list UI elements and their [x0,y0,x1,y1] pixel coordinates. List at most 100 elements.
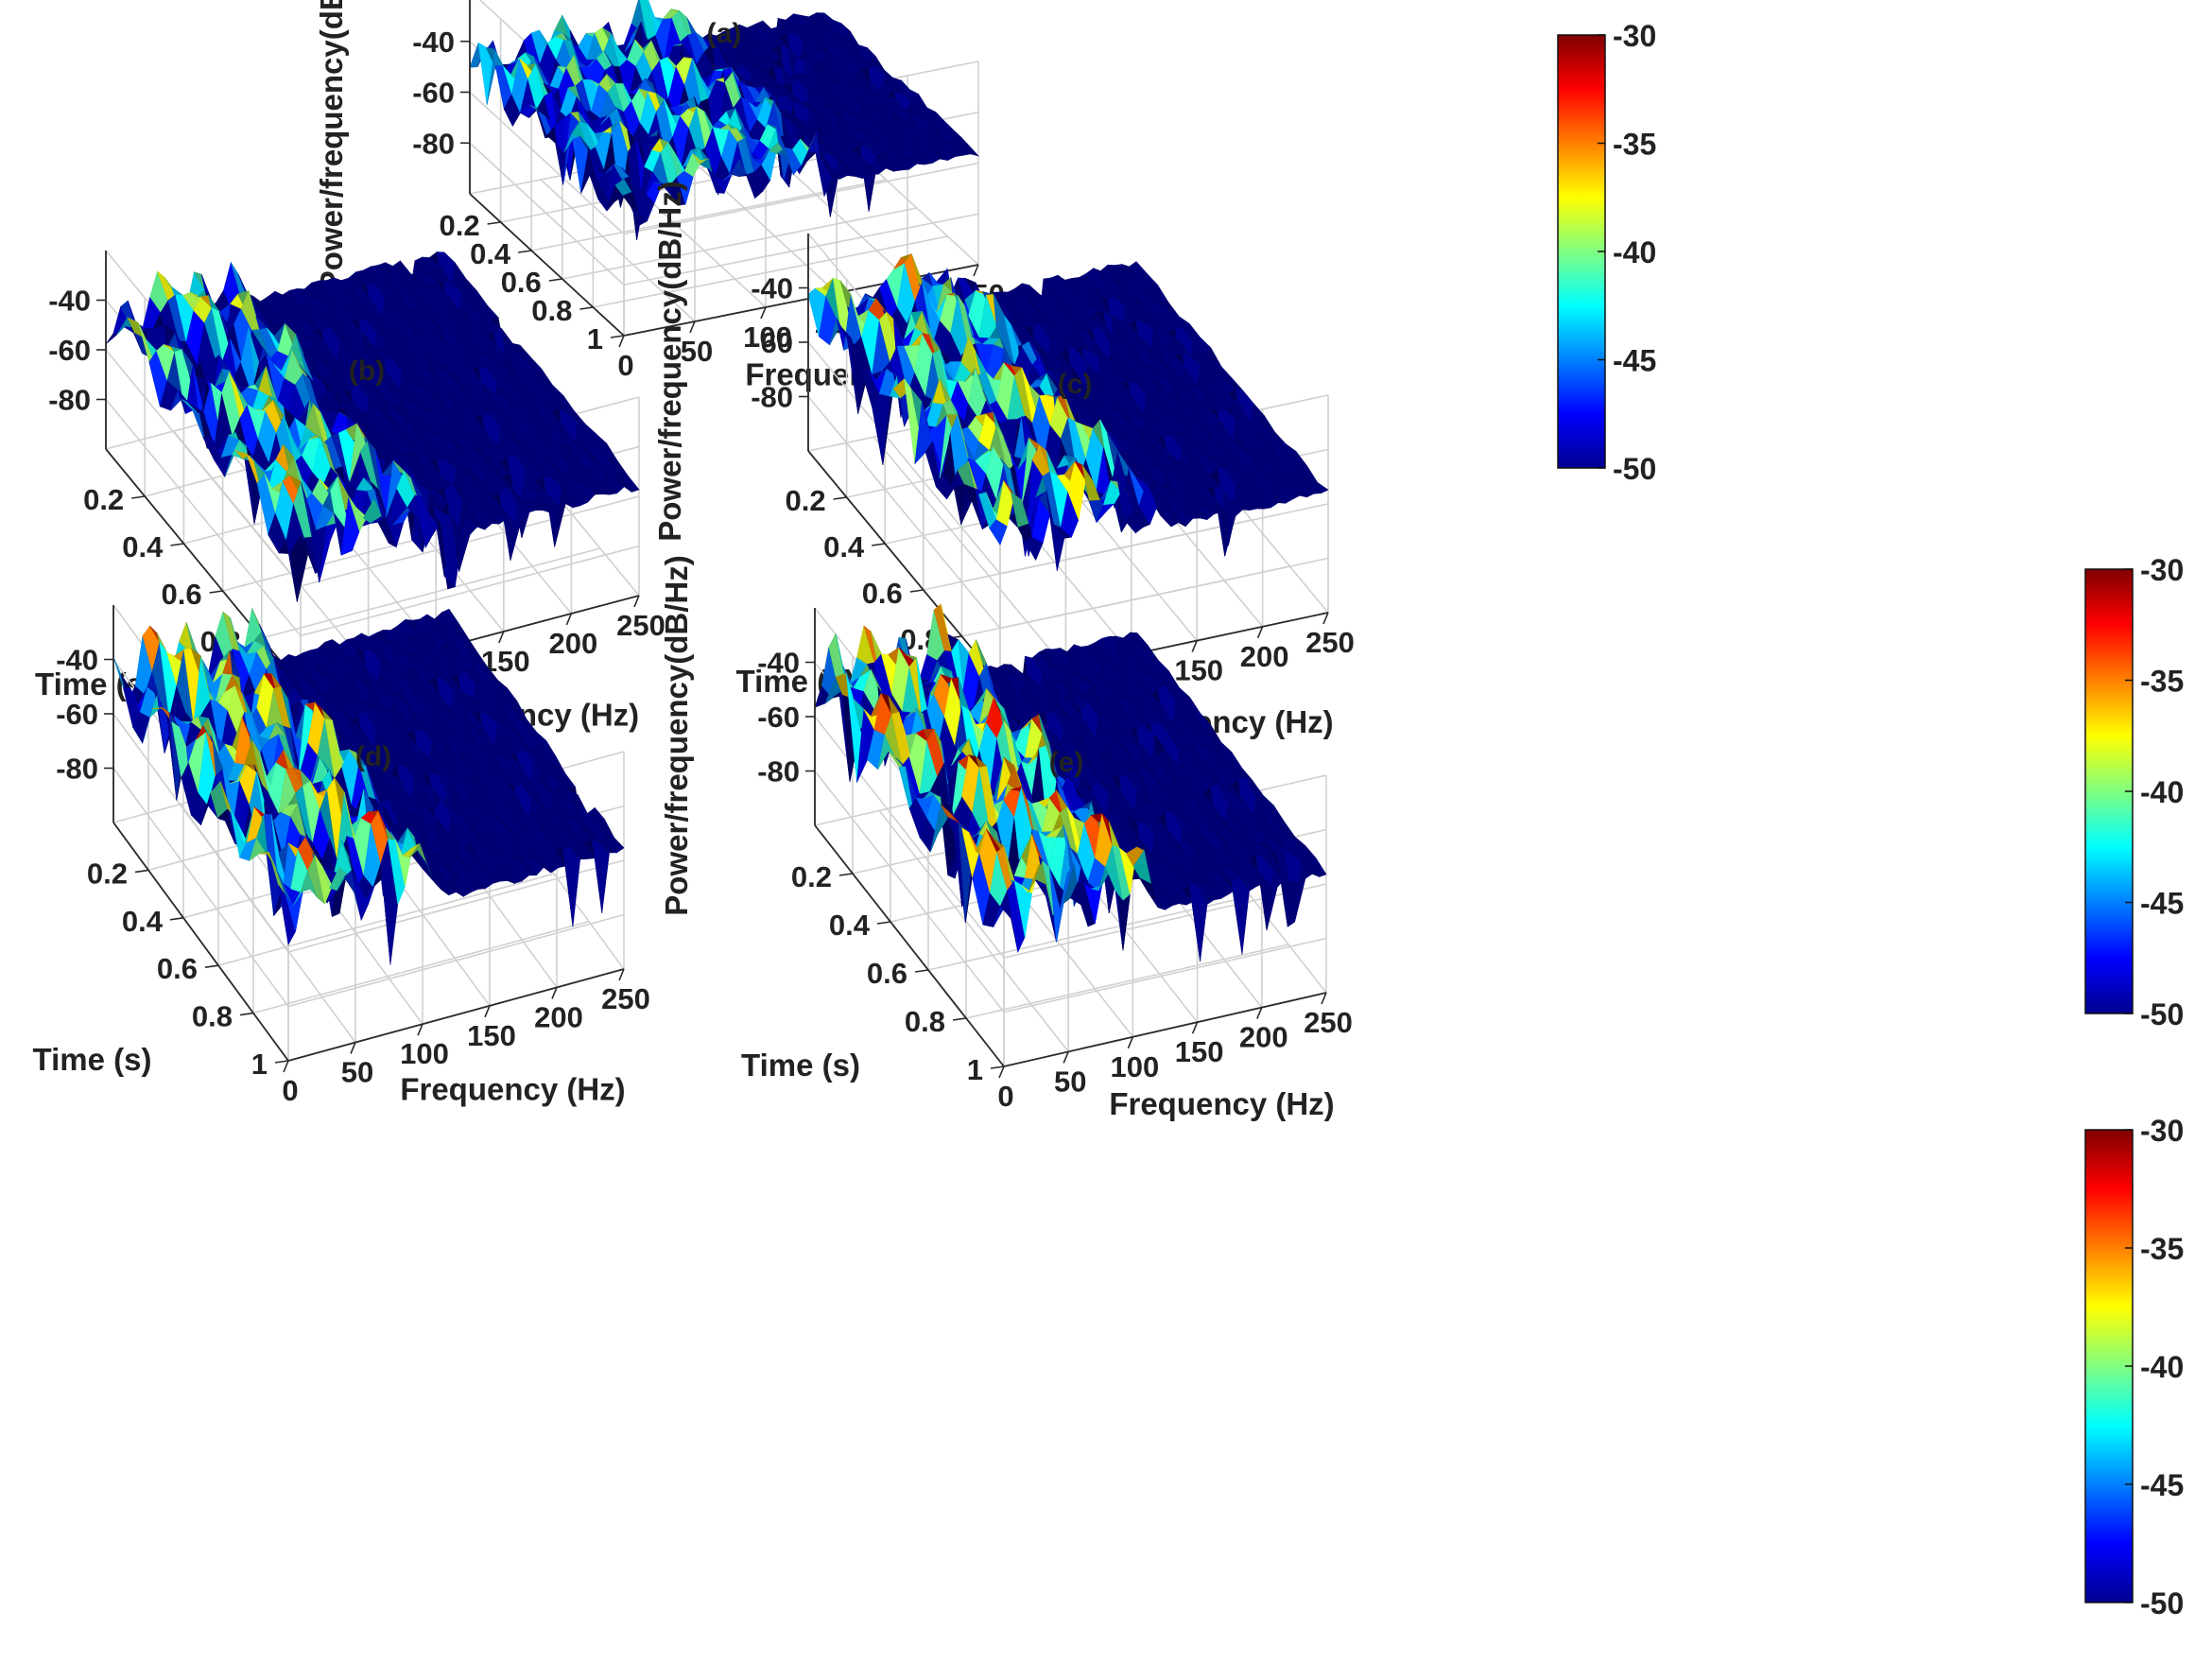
x-tick-label: 100 [400,1037,449,1070]
spectrogram-surface [807,253,1329,571]
x-tick-label: 50 [1054,1065,1086,1098]
z-tick-label: -40 [48,285,91,318]
colorbar-c: -30 -35 -40 -45 -50 [2084,553,2184,1031]
x-tick-label: 50 [341,1056,373,1089]
colorbar-tick-label: -35 [1613,128,1656,162]
colorbar-tick-label: -30 [2140,1114,2184,1148]
panel-title: (d) [355,741,391,772]
y-tick-label: 0.4 [823,530,865,563]
colorbar-gradient [1557,34,1606,469]
panel-d: 0 50 100 150 200 250 0.2 0.4 0.6 0.8 1 -40 -60 -80 Fre… [33,604,650,1107]
x-tick-label: 150 [1175,1035,1224,1068]
colorbar-tick-label: -40 [1613,235,1656,269]
x-axis-label: Frequency (Hz) [1109,1086,1334,1121]
colorbar-e: -30 -35 -40 -45 -50 [2084,1114,2184,1620]
z-tick-label: -40 [751,272,793,305]
y-tick-label: 0.8 [905,1005,945,1038]
panel-title: (a) [707,18,742,49]
z-tick-label: -80 [412,127,455,160]
y-tick-label: 0.4 [122,905,164,938]
y-tick-label: 0.2 [87,857,128,890]
y-tick-label: 0.2 [439,209,479,242]
y-tick-label: 0.6 [867,957,907,990]
panel-title: (e) [1049,747,1084,778]
colorbar-gradient [2084,1129,2134,1603]
y-axis-line [469,193,625,337]
y-axis-line [807,450,1001,684]
spectrogram-surface [469,0,979,241]
z-tick-label: -80 [757,755,800,788]
spectrogram-surface [105,251,640,602]
x-tick-label: 100 [1111,1050,1160,1083]
colorbar-tick-label: -45 [2140,1468,2184,1502]
z-tick-label: -40 [412,26,455,59]
colorbar-a: -30 -35 -40 -45 -50 [1557,19,1656,486]
x-tick-label: 200 [549,627,598,660]
z-tick-label: -80 [48,384,91,417]
colorbar-tick-label: -45 [2140,887,2184,921]
panel-c: 0501001502002500.20.40.60.81-40-60-80Fre… [652,181,1355,739]
panel-title: (c) [1058,369,1093,400]
y-tick-label: 1 [587,322,603,355]
z-axis-label: Power/frequency(dB/Hz) [659,555,694,915]
x-tick-label: 250 [601,982,650,1015]
z-tick-label: -60 [48,334,91,367]
y-tick-label: 0.8 [192,1000,233,1033]
y-axis-label: Time (s) [33,1042,152,1077]
y-axis-label: Time (s) [741,1048,860,1083]
colorbar-tick-label: -30 [1613,19,1656,53]
colorbar-gradient [2084,568,2134,1014]
y-tick-label: 1 [251,1048,268,1081]
x-tick-label: 50 [681,335,713,368]
z-tick-label: -60 [56,698,98,731]
y-tick-label: 0.6 [501,266,542,299]
x-tick-label: 250 [1304,1006,1353,1039]
y-tick-label: 0.2 [83,483,124,516]
colorbar-tick-label: -50 [1613,452,1656,486]
y-axis-line [112,822,289,1062]
y-tick-label: 0.4 [122,530,164,563]
colorbar-tick-label: -40 [2140,1350,2184,1384]
x-tick-label: 250 [616,609,665,642]
z-axis-label: Power/frequency(dB/Hz) [652,181,687,541]
x-tick-label: 200 [1240,640,1289,673]
colorbar-tick-label: -30 [2140,553,2184,587]
z-tick-label: -40 [757,647,800,680]
z-axis-label: Power/frequency(dB/Hz) [314,0,349,291]
y-tick-label: 0.2 [791,860,832,893]
z-tick-label: -40 [56,644,98,677]
z-tick-label: -60 [751,326,793,359]
x-tick-label: 0 [282,1074,298,1107]
panel-title: (b) [349,355,385,387]
y-tick-label: 0.4 [470,237,511,270]
colorbar-tick-label: -35 [2140,1232,2184,1266]
z-tick-label: -60 [757,701,800,734]
y-tick-label: 0.2 [785,484,825,517]
colorbar-tick-label: -35 [2140,665,2184,699]
x-axis-line [1003,992,1327,1067]
x-tick-label: 150 [467,1019,516,1052]
x-tick-label: 0 [997,1080,1013,1113]
y-tick-label: 1 [967,1053,983,1086]
x-tick-label: 200 [534,1000,583,1033]
y-axis-line [814,824,1005,1067]
spectrogram-surface [814,603,1327,962]
x-tick-label: 100 [743,320,792,354]
x-tick-label: 250 [1305,626,1355,659]
z-tick-label: -80 [56,753,98,786]
colorbar-tick-label: -50 [2140,1586,2184,1620]
y-tick-label: 0.6 [157,952,198,985]
colorbar-tick-label: -45 [1613,344,1656,378]
y-tick-label: 0.4 [829,909,871,942]
x-tick-label: 0 [617,349,633,382]
x-axis-label: Frequency (Hz) [400,1072,625,1107]
colorbar-tick-label: -50 [2140,997,2184,1031]
x-tick-label: 150 [1174,654,1223,687]
panel-e: 0 50 100 150 200 250 0.2 0.4 0.6 0.8 1 -40 -60 -80 Fre… [659,555,1353,1121]
spectrogram-surface [112,607,625,965]
z-tick-label: -60 [412,77,455,110]
z-tick-label: -80 [751,381,793,414]
y-tick-label: 0.8 [531,294,572,327]
x-tick-label: 200 [1239,1021,1288,1054]
